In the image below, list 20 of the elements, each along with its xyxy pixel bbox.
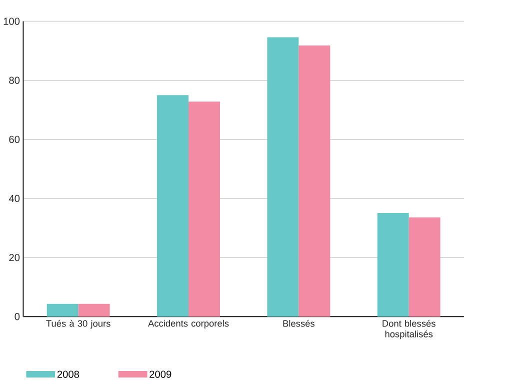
bar — [408, 217, 440, 317]
bar — [157, 95, 189, 317]
bar — [78, 304, 110, 317]
y-tick-label: 20 — [9, 254, 20, 262]
x-tick-label: Accidents corporels — [148, 320, 229, 328]
bar — [377, 212, 409, 317]
x-tick-label: Dont blessés hospitalisés — [382, 320, 436, 340]
legend-label: 2008 — [57, 370, 80, 378]
x-tick-label: Tués à 30 jours — [46, 320, 110, 329]
y-tick-label: 60 — [9, 136, 20, 143]
legend-label: 2009 — [150, 370, 172, 378]
bar — [267, 37, 299, 317]
y-tick-label: 40 — [8, 194, 20, 202]
y-tick-label: 80 — [9, 76, 20, 84]
x-tick-label: Blessés — [283, 320, 314, 327]
y-tick-label: 0 — [14, 312, 20, 320]
bar — [298, 45, 330, 317]
bar — [188, 102, 220, 317]
bar — [46, 304, 78, 317]
y-tick-label: 100 — [4, 18, 20, 25]
